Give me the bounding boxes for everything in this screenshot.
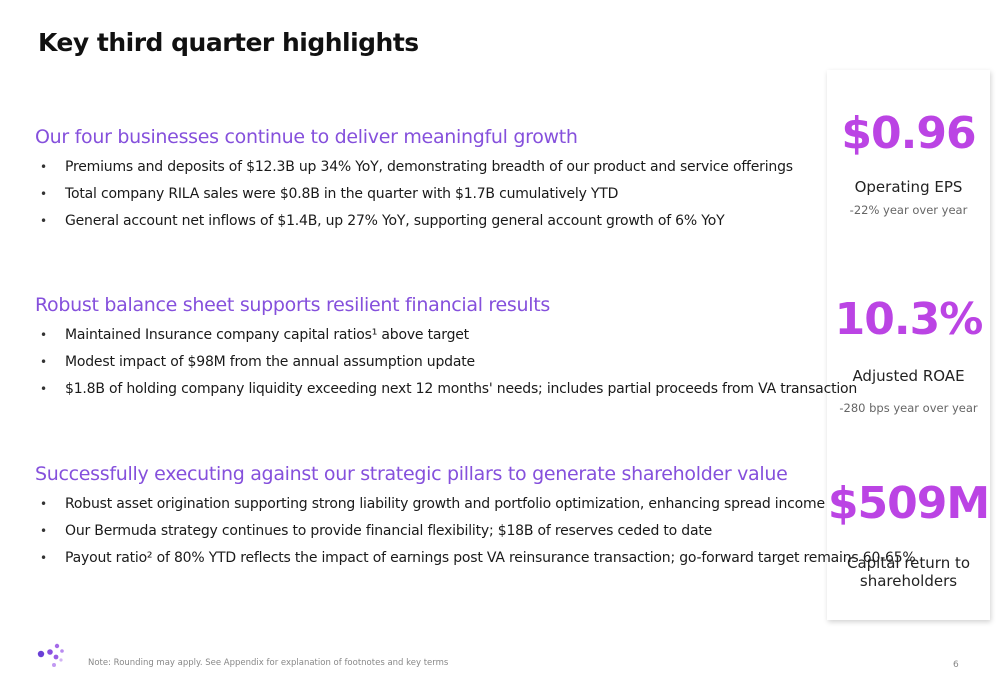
bullet-marker: • bbox=[40, 355, 48, 369]
bullet-text: General account net inflows of $1.4B, up… bbox=[65, 213, 725, 229]
bullet-text: Modest impact of $98M from the annual as… bbox=[65, 354, 475, 370]
footer-note: Note: Rounding may apply. See Appendix f… bbox=[88, 658, 449, 668]
metric-note: -280 bps year over year bbox=[839, 401, 978, 415]
slide-title: Key third quarter highlights bbox=[38, 28, 419, 57]
bullet-text: Maintained Insurance company capital rat… bbox=[65, 327, 469, 343]
bullet-text: Robust asset origination supporting stro… bbox=[65, 496, 825, 512]
bullet-text: Premiums and deposits of $12.3B up 34% Y… bbox=[65, 159, 793, 175]
bullet-marker: • bbox=[40, 382, 48, 396]
metrics-panel bbox=[827, 70, 990, 620]
metric-label: Operating EPS bbox=[854, 178, 963, 196]
bullet-marker: • bbox=[40, 160, 48, 174]
bullet-text: Total company RILA sales were $0.8B in t… bbox=[65, 186, 619, 202]
bullet-marker: • bbox=[40, 328, 48, 342]
metric-label: Capital return to shareholders bbox=[846, 554, 971, 590]
bullet-marker: • bbox=[40, 214, 48, 228]
bullet-marker: • bbox=[40, 187, 48, 201]
page-number: 6 bbox=[953, 660, 959, 670]
metric-value: 10.3% bbox=[834, 294, 984, 345]
metric-value: $509M bbox=[827, 478, 990, 529]
logo bbox=[37, 643, 64, 667]
section-heading: Robust balance sheet supports resilient … bbox=[35, 294, 550, 316]
metric-note: -22% year over year bbox=[849, 203, 968, 217]
bullet-marker: • bbox=[40, 524, 48, 538]
bullet-marker: • bbox=[40, 497, 48, 511]
section-heading: Successfully executing against our strat… bbox=[35, 463, 788, 485]
bullet-marker: • bbox=[40, 551, 48, 565]
bullet-text: Payout ratio² of 80% YTD reflects the im… bbox=[65, 550, 916, 566]
metric-value: $0.96 bbox=[841, 108, 976, 159]
metric-label: Adjusted ROAE bbox=[852, 367, 965, 385]
bullet-text: Our Bermuda strategy continues to provid… bbox=[65, 523, 713, 539]
bullet-text: $1.8B of holding company liquidity excee… bbox=[65, 381, 858, 397]
section-heading: Our four businesses continue to deliver … bbox=[35, 126, 578, 148]
